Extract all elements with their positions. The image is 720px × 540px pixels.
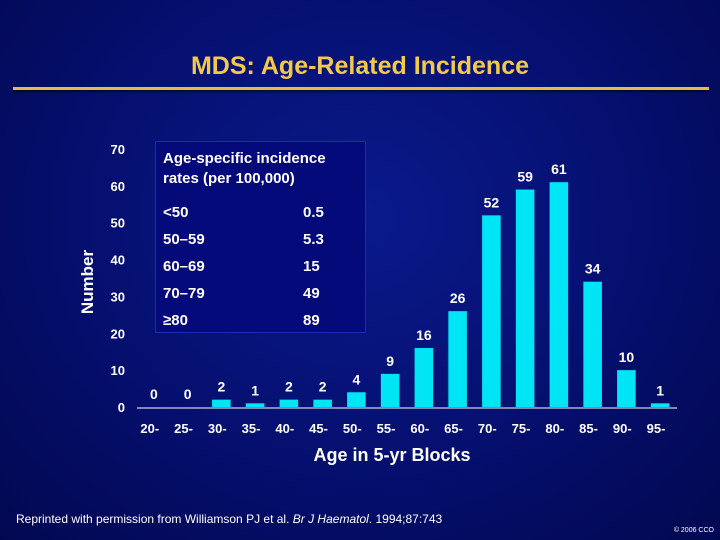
rate-value: 89 (303, 312, 320, 329)
chart-title: MDS: Age-Related Incidence (190, 52, 530, 80)
bar-value-label: 59 (517, 169, 533, 185)
x-tick-label: 20- (140, 421, 159, 436)
age-group: 70–79 (163, 285, 205, 302)
y-axis: 0 10 20 30 40 50 60 70 (111, 142, 125, 415)
x-tick-label: 35- (242, 421, 261, 436)
age-group: ≥80 (163, 312, 188, 329)
x-tick-label: 60- (410, 421, 429, 436)
age-group: 60–69 (163, 258, 205, 275)
y-tick-label: 50 (111, 216, 125, 231)
bar-value-label: 2 (217, 379, 225, 395)
rate-value: 49 (303, 285, 320, 302)
x-tick-label: 40- (275, 421, 294, 436)
bar (313, 399, 332, 407)
bar (482, 215, 501, 407)
y-tick-label: 30 (111, 289, 125, 304)
bar (414, 348, 434, 407)
y-axis-label: Number (78, 250, 97, 315)
x-tick-label: 75- (512, 421, 531, 436)
bar (347, 392, 366, 407)
x-tick-label: 30- (208, 421, 227, 436)
y-tick-label: 10 (111, 363, 125, 378)
x-tick-label: 70- (478, 421, 497, 436)
bar (245, 403, 265, 407)
rate-value: 15 (303, 258, 320, 275)
x-tick-label: 80- (545, 421, 564, 436)
x-tick-label: 95- (647, 421, 666, 436)
x-tick-label: 50- (343, 421, 362, 436)
bar-value-label: 26 (450, 290, 466, 306)
bar-value-label: 0 (150, 386, 158, 402)
bar (380, 373, 400, 407)
x-tick-label: 45- (309, 421, 328, 436)
bar-value-label: 61 (551, 161, 567, 177)
bar (448, 311, 467, 407)
bar-value-label: 10 (619, 349, 635, 365)
citation-details: . 1994;87:743 (368, 512, 443, 526)
bar-value-label: 0 (184, 386, 192, 402)
citation-text: Reprinted with permission from Williamso… (16, 512, 293, 526)
x-tick-label: 85- (579, 421, 598, 436)
bar-value-label: 9 (386, 353, 394, 369)
bar (549, 182, 569, 407)
rate-value: 5.3 (303, 231, 324, 248)
bar-value-label: 1 (251, 382, 259, 398)
bar (515, 189, 535, 407)
bar-value-label: 34 (585, 261, 601, 277)
y-tick-label: 20 (111, 326, 125, 341)
bar (212, 399, 231, 407)
x-axis-label: Age in 5-yr Blocks (313, 445, 470, 465)
rate-value: 0.5 (303, 204, 324, 221)
citation-journal: Br J Haematol (292, 512, 369, 526)
bar-value-label: 1 (656, 382, 664, 398)
title-divider (13, 87, 709, 90)
bar (583, 281, 602, 407)
bar (617, 370, 636, 407)
bar-value-label: 2 (319, 379, 327, 395)
y-tick-label: 70 (111, 142, 125, 157)
bar (279, 399, 299, 407)
bar-value-label: 4 (352, 371, 360, 387)
copyright-notice: © 2006 CCO (673, 527, 714, 534)
bar (650, 403, 670, 407)
incidence-rates-table: Age-specific incidence rates (per 100,00… (155, 141, 366, 333)
y-tick-label: 60 (111, 179, 125, 194)
x-tick-label: 65- (444, 421, 463, 436)
y-tick-label: 0 (118, 400, 125, 415)
age-group: <50 (163, 204, 189, 221)
bar-value-label: 2 (285, 379, 293, 395)
citation: Reprinted with permission from Williamso… (16, 512, 442, 526)
incidence-table-title: Age-specific incidence rates (per 100,00… (163, 150, 326, 187)
x-tick-label: 25- (174, 421, 193, 436)
x-axis: 20- 25- 30- 35- 40- 45- 50- 55- 60- 65- 70- 75- 80- 8… (140, 421, 665, 436)
bar-value-label: 16 (416, 327, 432, 343)
y-tick-label: 40 (111, 253, 125, 268)
age-group: 50–59 (163, 231, 205, 248)
x-tick-label: 55- (377, 421, 396, 436)
bar-value-label: 52 (484, 194, 500, 210)
x-tick-label: 90- (613, 421, 632, 436)
